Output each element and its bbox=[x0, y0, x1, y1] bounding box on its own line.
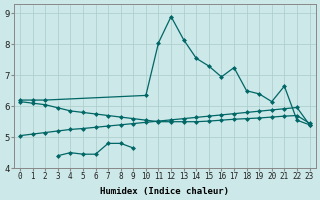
X-axis label: Humidex (Indice chaleur): Humidex (Indice chaleur) bbox=[100, 187, 229, 196]
